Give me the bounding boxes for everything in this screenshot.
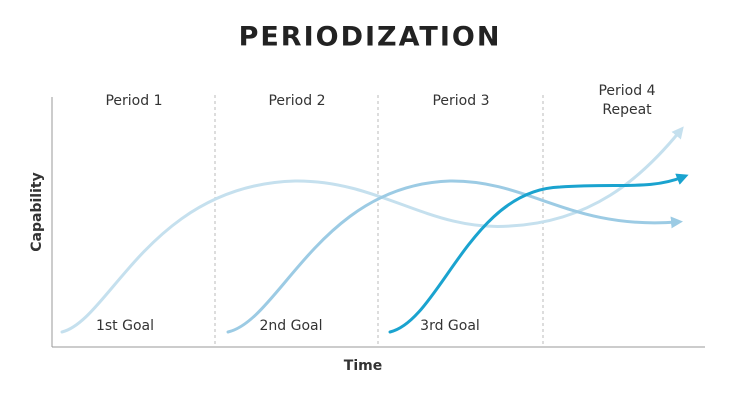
period-label: Period 3 [432,93,489,109]
period-label: Period 2 [268,93,325,109]
period-label: Period 4 [598,83,655,99]
period-label: Period 1 [105,93,162,109]
goal-label: 2nd Goal [260,318,323,334]
curves [60,126,689,334]
curve [388,173,689,334]
dividers [214,95,544,347]
goal-label: 1st Goal [96,318,154,334]
curve [60,126,684,334]
x-axis-label: Time [344,358,382,374]
curve [226,179,683,334]
title: PERIODIZATION [239,22,502,53]
goal-label: 3rd Goal [420,318,480,334]
y-axis-label: Capability [29,172,45,251]
period-label: Repeat [602,102,652,118]
